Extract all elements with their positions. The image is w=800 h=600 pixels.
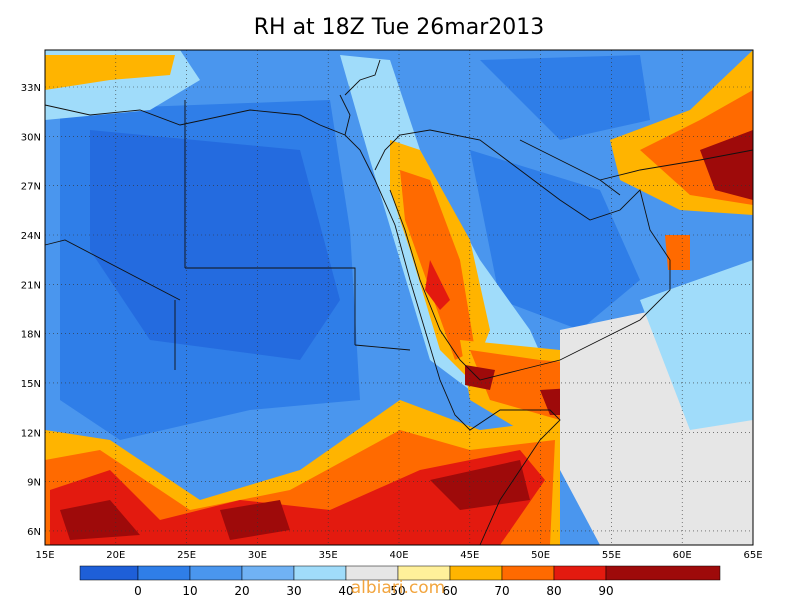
colorbar-swatch [553, 565, 607, 581]
lon-label: 50E [531, 550, 550, 561]
lon-label: 30E [248, 550, 267, 561]
colorbar-swatch [79, 565, 139, 581]
map-title: RH at 18Z Tue 26mar2013 [254, 15, 545, 40]
colorbar-label: 80 [546, 584, 561, 598]
colorbar-swatch [189, 565, 243, 581]
lat-label: 12N [21, 428, 41, 439]
lon-label: 40E [389, 550, 408, 561]
lat-label: 15N [21, 379, 41, 390]
lon-labels: 15E 20E 25E 30E 35E 40E 45E 50E 55E 60E 65E [35, 550, 762, 561]
colorbar-swatch [241, 565, 295, 581]
lat-label: 24N [21, 231, 41, 242]
colorbar-label: 10 [182, 584, 197, 598]
coastlines [44, 59, 754, 546]
grid [45, 50, 753, 545]
colorbar-label: 30 [286, 584, 301, 598]
colorbar-label: 70 [494, 584, 509, 598]
lat-label: 30N [21, 132, 41, 143]
lat-label: 18N [21, 330, 41, 341]
lat-label: 33N [21, 83, 41, 94]
lon-label: 25E [177, 550, 196, 561]
colorbar-swatch [501, 565, 555, 581]
lat-label: 9N [27, 478, 41, 489]
lon-label: 15E [35, 550, 54, 561]
rh-field [45, 50, 753, 545]
colorbar-label: 40 [338, 584, 353, 598]
lon-label: 45E [460, 550, 479, 561]
watermark: albiari.com [351, 578, 446, 598]
colorbar-label: 90 [598, 584, 613, 598]
lat-label: 27N [21, 182, 41, 193]
colorbar-label: 0 [134, 584, 142, 598]
colorbar-swatch [137, 565, 191, 581]
lat-label: 6N [27, 527, 41, 538]
colorbar-swatch [449, 565, 503, 581]
map-frame [44, 49, 754, 546]
colorbar-swatch [293, 565, 347, 581]
colorbar-label: 20 [234, 584, 249, 598]
lon-label: 60E [673, 550, 692, 561]
lon-label: 55E [602, 550, 621, 561]
colorbar-swatch [605, 565, 721, 581]
colorbar-label: 50 [390, 584, 405, 598]
lon-label: 20E [106, 550, 125, 561]
colorbar: 0 10 20 30 40 50 60 70 80 90 [79, 565, 721, 598]
lon-label: 65E [743, 550, 762, 561]
lat-labels: 33N 30N 27N 24N 21N 18N 15N 12N 9N 6N [21, 83, 41, 538]
colorbar-label: 60 [442, 584, 457, 598]
lat-label: 21N [21, 280, 41, 291]
lon-label: 35E [319, 550, 338, 561]
